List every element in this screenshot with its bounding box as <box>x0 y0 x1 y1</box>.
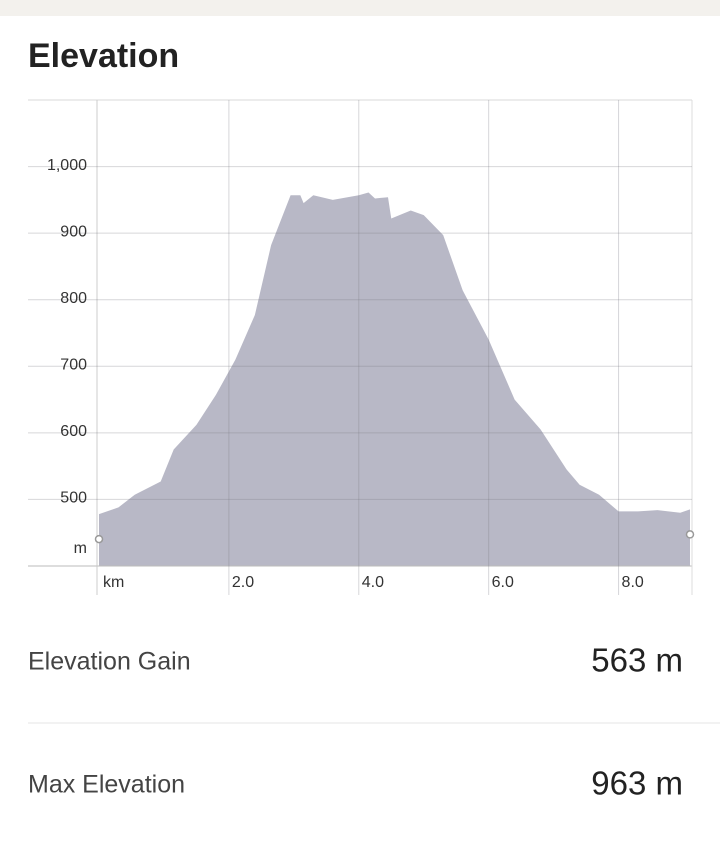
stats: Elevation Gain 563 m Max Elevation 963 m <box>28 642 720 802</box>
stat-label: Max Elevation <box>28 771 185 799</box>
x-tick-label: 4.0 <box>362 574 384 591</box>
chart: 500 600 700 800 900 1,000 2.0 4.0 6.0 8.0 kmm <box>28 99 695 595</box>
y-tick-label: 700 <box>60 357 87 374</box>
x-axis-unit: km <box>103 574 124 591</box>
stat-value: 563 m <box>591 642 683 679</box>
x-tick-label: 2.0 <box>232 574 254 591</box>
x-tick-label: 8.0 <box>622 574 644 591</box>
x-tick-label: 6.0 <box>492 574 514 591</box>
y-tick-label: 500 <box>60 490 87 507</box>
y-tick-label: 1,000 <box>47 157 87 174</box>
top-strip <box>0 0 720 16</box>
y-tick-label: 800 <box>60 290 87 307</box>
y-axis-unit: m <box>74 540 87 557</box>
endpoint-marker <box>94 534 104 544</box>
title: Elevation <box>28 37 179 75</box>
elevation-area <box>99 192 690 566</box>
stat-label: Elevation Gain <box>28 648 191 676</box>
y-tick-label: 900 <box>60 223 87 240</box>
endpoint-marker <box>685 530 695 539</box>
y-tick-label: 600 <box>60 423 87 440</box>
stat-value: 963 m <box>591 765 683 802</box>
